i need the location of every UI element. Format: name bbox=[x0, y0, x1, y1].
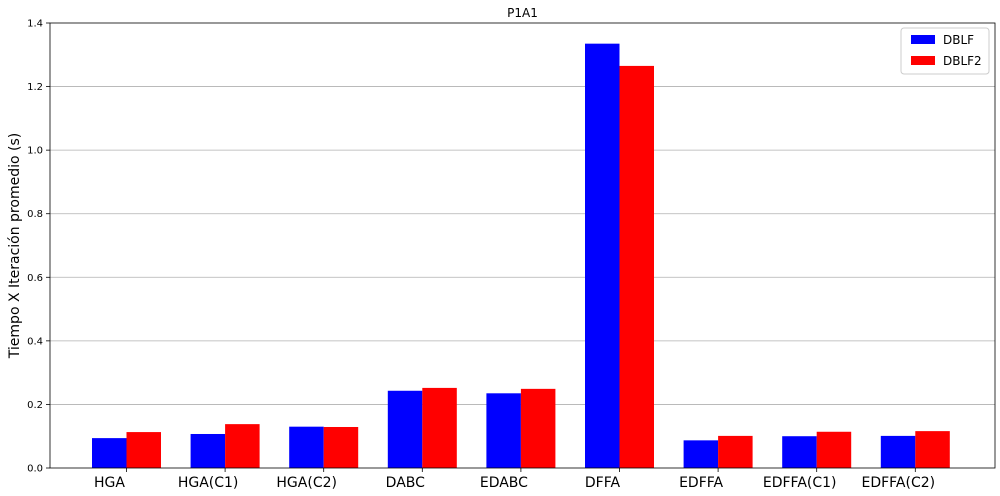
legend-swatch bbox=[911, 56, 935, 65]
bar-dblf-hga bbox=[92, 438, 127, 468]
x-tick-label: EDFFA(C2) bbox=[861, 475, 935, 491]
chart-title: P1A1 bbox=[507, 6, 538, 20]
bar-dblf-edffac1 bbox=[782, 436, 817, 468]
bar-dblf2-hga bbox=[126, 432, 161, 468]
bar-dblf-edffac2 bbox=[880, 435, 916, 468]
x-tick-label: HGA(C1) bbox=[178, 475, 239, 491]
plot-frame bbox=[49, 22, 996, 469]
y-tick-label: 1.2 bbox=[27, 82, 43, 93]
legend-label: DBLF bbox=[943, 33, 974, 47]
x-axis: HGA HGA(C1) HGA(C2) DABC EDABC DFFA EDFFA EDFFA… bbox=[94, 468, 935, 491]
bar-dblf2-hgac1 bbox=[225, 424, 260, 468]
bars bbox=[92, 43, 950, 469]
bar-dblf2-edffac2 bbox=[915, 431, 950, 468]
x-tick-label: HGA(C2) bbox=[276, 475, 337, 491]
y-tick-label: 0.4 bbox=[27, 336, 43, 347]
x-tick-label: DFFA bbox=[585, 475, 621, 491]
bar-dblf-hgac2 bbox=[289, 426, 324, 468]
bar-dblf-dffa bbox=[585, 43, 620, 469]
bar-dblf2-dabc bbox=[422, 387, 457, 468]
y-tick-label: 0.8 bbox=[27, 209, 43, 220]
bar-dblf2-dffa bbox=[619, 65, 654, 469]
legend-label: DBLF2 bbox=[943, 54, 982, 68]
y-tick-label: 0.6 bbox=[27, 273, 43, 284]
y-tick-label: 0.2 bbox=[27, 400, 43, 411]
y-tick-label: 1.4 bbox=[27, 19, 43, 30]
y-axis: 0.0 0.2 0.4 0.6 0.8 1.0 1.2 1.4 bbox=[27, 19, 50, 475]
x-tick-label: EDFFA(C1) bbox=[763, 475, 837, 491]
bar-dblf-dabc bbox=[387, 390, 423, 468]
bar-dblf2-edabc bbox=[520, 388, 556, 468]
y-tick-label: 0.0 bbox=[27, 464, 43, 475]
x-tick-label: DABC bbox=[386, 475, 425, 491]
grid-lines bbox=[50, 86, 995, 405]
bar-dblf2-edffa bbox=[718, 435, 753, 468]
x-tick-label: EDABC bbox=[480, 475, 528, 491]
x-tick-label: EDFFA bbox=[679, 475, 723, 491]
bar-dblf-edffa bbox=[683, 440, 719, 468]
x-tick-label: HGA bbox=[94, 475, 125, 491]
y-tick-label: 1.0 bbox=[27, 146, 43, 157]
bar-dblf2-edffac1 bbox=[816, 431, 852, 468]
legend-swatch bbox=[911, 35, 935, 44]
y-axis-label: Tiempo X Iteración promedio (s) bbox=[7, 133, 23, 359]
bar-dblf-hgac1 bbox=[190, 433, 226, 468]
bar-dblf-edabc bbox=[486, 393, 521, 468]
legend: DBLF DBLF2 bbox=[900, 27, 990, 75]
bar-dblf2-hgac2 bbox=[323, 426, 359, 468]
